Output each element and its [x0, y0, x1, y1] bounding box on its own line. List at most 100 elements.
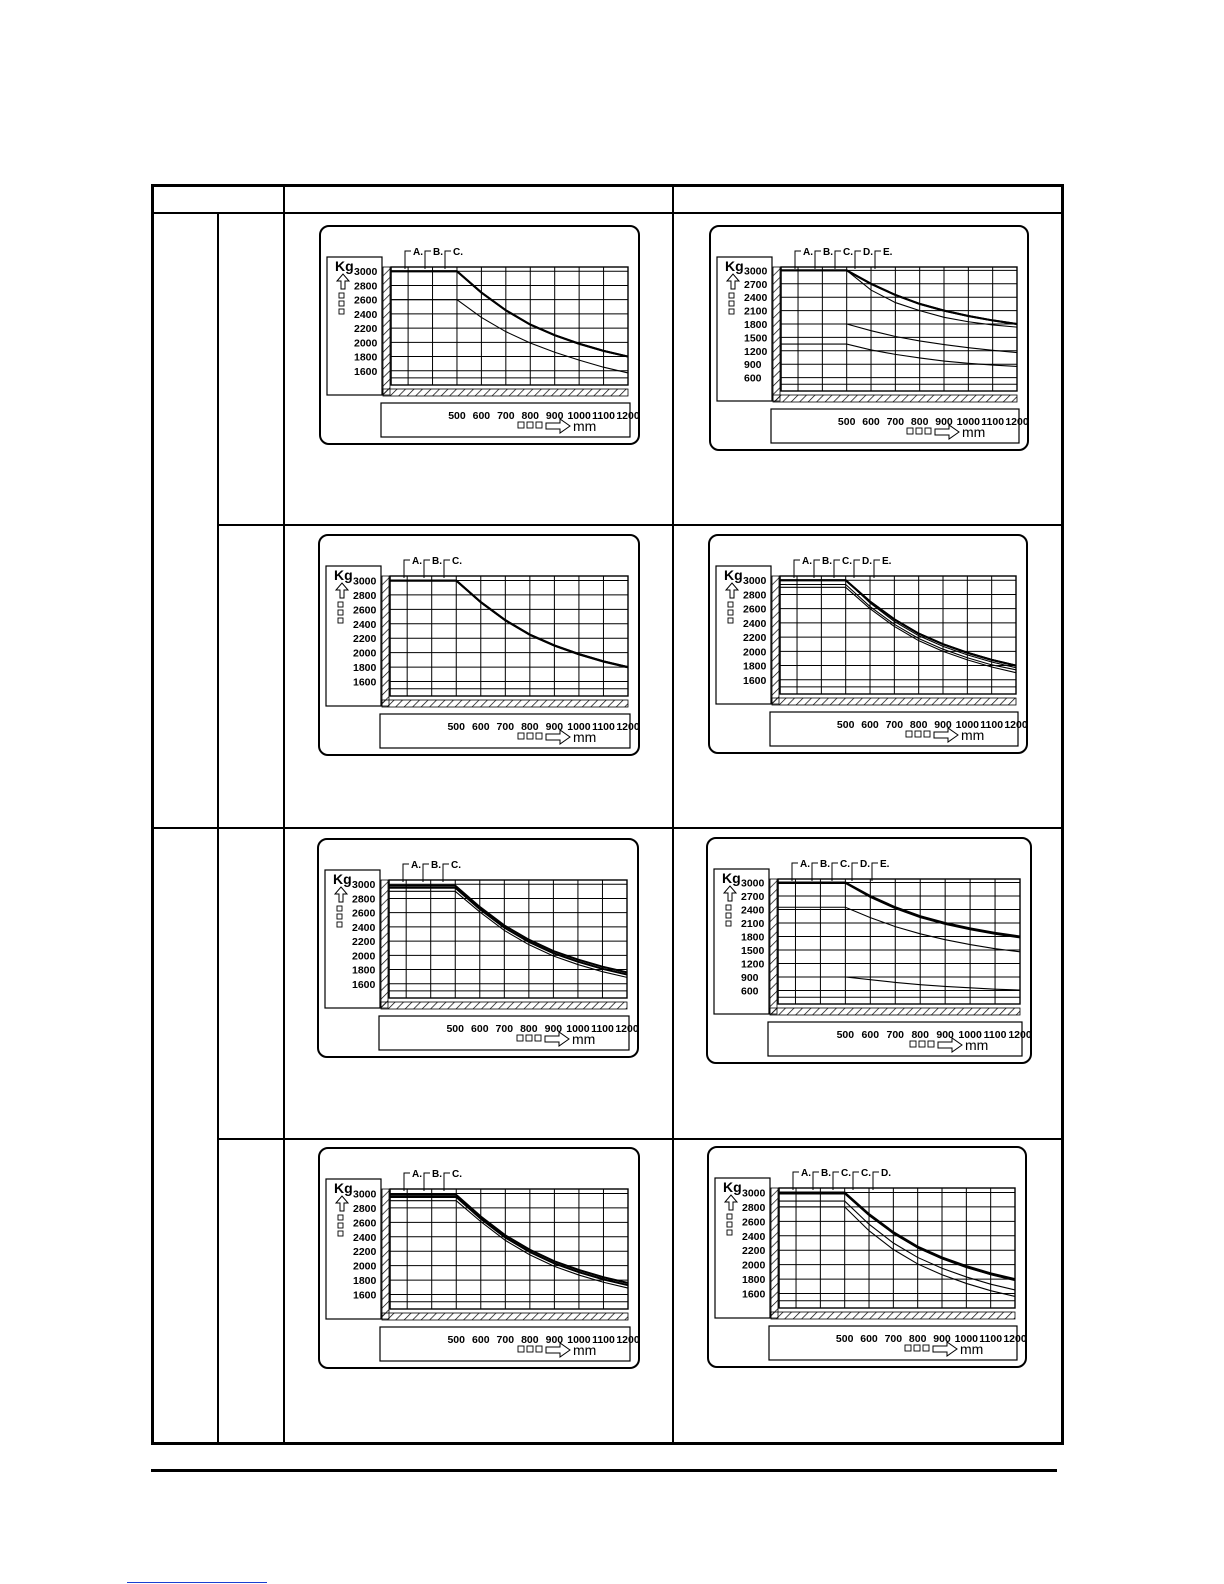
series-line [389, 890, 628, 978]
placeholder-glyph-icon [906, 427, 914, 435]
y-unit-label: Kg [333, 871, 352, 887]
y-tick-label: 3000 [742, 1187, 766, 1199]
curve-label: E. [883, 247, 893, 258]
chart-svg: 3000 2800 2600 2400 2200 2000 1800 1600 500 600 70… [715, 556, 1026, 747]
series-line [389, 886, 628, 976]
y-tick-label: 900 [744, 359, 762, 371]
x-tick-label: 1200 [1008, 1029, 1030, 1041]
callout-leader [443, 559, 450, 578]
placeholder-glyph-icon [337, 1222, 344, 1229]
placeholder-glyph-icon [728, 292, 735, 299]
placeholder-glyph-icon [337, 601, 344, 608]
mast-wall-hatch [772, 266, 781, 402]
x-tick-label: 800 [911, 1029, 929, 1041]
x-tick-label: 700 [496, 1023, 514, 1035]
x-unit-label: mm [962, 424, 985, 440]
series-line [780, 586, 1017, 674]
y-tick-label: 2700 [744, 279, 768, 291]
callout-leader [871, 862, 878, 881]
x-unit-label: mm [960, 1341, 983, 1357]
x-tick-label: 500 [838, 416, 856, 428]
right-arrow-icon [934, 424, 960, 440]
x-tick-label: 500 [447, 721, 465, 733]
floor-hatch [772, 394, 1018, 403]
callout-leader [793, 559, 800, 578]
footer-link-underline[interactable] [127, 1582, 267, 1583]
y-tick-label: 2700 [741, 891, 765, 903]
y-unit-label: Kg [725, 258, 744, 274]
placeholder-glyph-icon [534, 1034, 542, 1042]
callout-leader [422, 863, 429, 882]
x-unit-label: mm [572, 1031, 595, 1047]
floor-hatch [381, 699, 629, 708]
placeholder-glyph-icon [336, 905, 343, 912]
y-tick-label: 2800 [743, 589, 767, 601]
up-arrow-icon [334, 582, 350, 599]
mast-wall-hatch [770, 1187, 779, 1319]
callout-leader [402, 863, 409, 882]
y-axis-panel [713, 868, 770, 1015]
y-tick-label: 1600 [354, 366, 378, 378]
y-tick-label: 2600 [353, 604, 377, 616]
series-line [779, 1206, 1016, 1297]
x-tick-label: 700 [497, 410, 515, 422]
curve-label: C. [843, 247, 853, 258]
y-tick-label: 2400 [743, 618, 767, 630]
placeholder-glyph-icon [914, 730, 922, 738]
y-tick-label: 2200 [354, 323, 378, 335]
callout-leader [444, 250, 451, 269]
right-arrow-icon [545, 418, 571, 434]
y-tick-label: 1200 [744, 346, 768, 358]
y-tick-label: 600 [741, 986, 759, 998]
y-tick-label: 2000 [742, 1260, 766, 1272]
right-arrow-icon [545, 729, 571, 745]
x-tick-label: 1000 [567, 721, 591, 733]
series-line [781, 269, 1018, 325]
y-tick-label: 2800 [742, 1202, 766, 1214]
x-tick-label: 1200 [616, 410, 638, 422]
curve-label: C. [842, 556, 852, 567]
mast-wall-hatch [382, 266, 391, 396]
y-tick-label: 2800 [352, 893, 376, 905]
y-unit-label: Kg [723, 1179, 742, 1195]
callout-leader [424, 250, 431, 269]
up-arrow-icon [723, 1194, 739, 1211]
up-arrow-icon [725, 273, 741, 290]
right-arrow-icon [932, 1341, 958, 1357]
curve-label: A. [412, 556, 422, 567]
curve-label: B. [823, 247, 833, 258]
y-tick-label: 2400 [352, 922, 376, 934]
series-line [778, 882, 1021, 939]
callout-leader [811, 862, 818, 881]
callout-leader [833, 559, 840, 578]
x-tick-label: 1200 [615, 1023, 637, 1035]
load-chart-1: 3000 2800 2600 2400 2200 2000 1800 1600 500 600 70… [319, 225, 640, 445]
x-tick-label: 800 [521, 721, 539, 733]
placeholder-glyph-icon [535, 421, 543, 429]
table-row-rule [217, 524, 1062, 526]
y-axis-panel [325, 565, 382, 707]
up-arrow-icon [724, 582, 740, 599]
y-tick-label: 2000 [353, 648, 377, 660]
x-tick-label: 600 [862, 1029, 880, 1041]
callout-leader [854, 250, 861, 269]
placeholder-glyph-icon [526, 1345, 534, 1353]
placeholder-glyph-icon [725, 912, 732, 919]
curve-label: D. [862, 556, 872, 567]
curve-label: B. [431, 860, 441, 871]
curve-label: B. [820, 859, 830, 870]
x-tick-label: 800 [520, 1023, 538, 1035]
y-tick-label: 2200 [353, 1246, 377, 1258]
callout-leader [834, 250, 841, 269]
placeholder-glyph-icon [535, 732, 543, 740]
y-tick-label: 1500 [741, 945, 765, 957]
x-axis-panel [380, 402, 631, 438]
placeholder-glyph-icon [535, 1345, 543, 1353]
plot-frame [389, 1188, 629, 1310]
table-header-rule [153, 212, 1062, 214]
y-axis-panel [716, 256, 773, 402]
placeholder-glyph-icon [924, 427, 932, 435]
y-tick-label: 2400 [742, 1231, 766, 1243]
placeholder-glyph-icon [337, 1230, 344, 1237]
x-tick-label: 600 [861, 719, 879, 731]
